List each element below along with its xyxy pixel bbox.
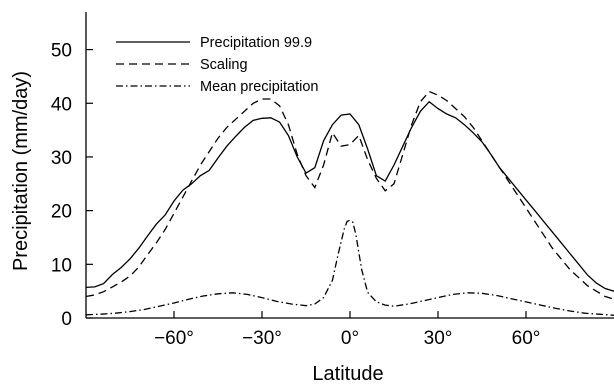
legend-label: Scaling bbox=[200, 57, 248, 73]
series-line-scaling bbox=[85, 90, 614, 300]
y-tick-label: 10 bbox=[51, 255, 72, 276]
y-tick-label: 50 bbox=[51, 41, 72, 62]
x-tick-label: 0° bbox=[341, 328, 359, 349]
x-tick-label: −30° bbox=[242, 328, 282, 349]
x-tick-label: 60° bbox=[512, 328, 541, 349]
axes bbox=[85, 12, 614, 319]
plot-lines bbox=[85, 90, 614, 316]
y-axis-ticks: 0 10 20 30 40 50 bbox=[51, 41, 93, 330]
x-axis-title: Latitude bbox=[312, 363, 383, 385]
series-line-mean-precipitation bbox=[85, 219, 614, 316]
x-axis-ticks: −60° −30° 0° 30° 60° bbox=[154, 311, 540, 349]
series-line-precipitation-99-9 bbox=[85, 100, 614, 292]
y-tick-label: 20 bbox=[51, 202, 72, 223]
legend: Precipitation 99.9 Scaling Mean precipitat… bbox=[116, 35, 319, 95]
x-tick-label: 30° bbox=[424, 328, 453, 349]
y-tick-label: 40 bbox=[51, 94, 72, 115]
legend-label: Mean precipitation bbox=[200, 79, 319, 95]
y-tick-label: 30 bbox=[51, 148, 72, 169]
y-axis-title: Precipitation (mm/day) bbox=[10, 71, 32, 271]
legend-label: Precipitation 99.9 bbox=[200, 35, 312, 51]
x-tick-label: −60° bbox=[154, 328, 194, 349]
y-tick-label: 0 bbox=[61, 309, 72, 330]
